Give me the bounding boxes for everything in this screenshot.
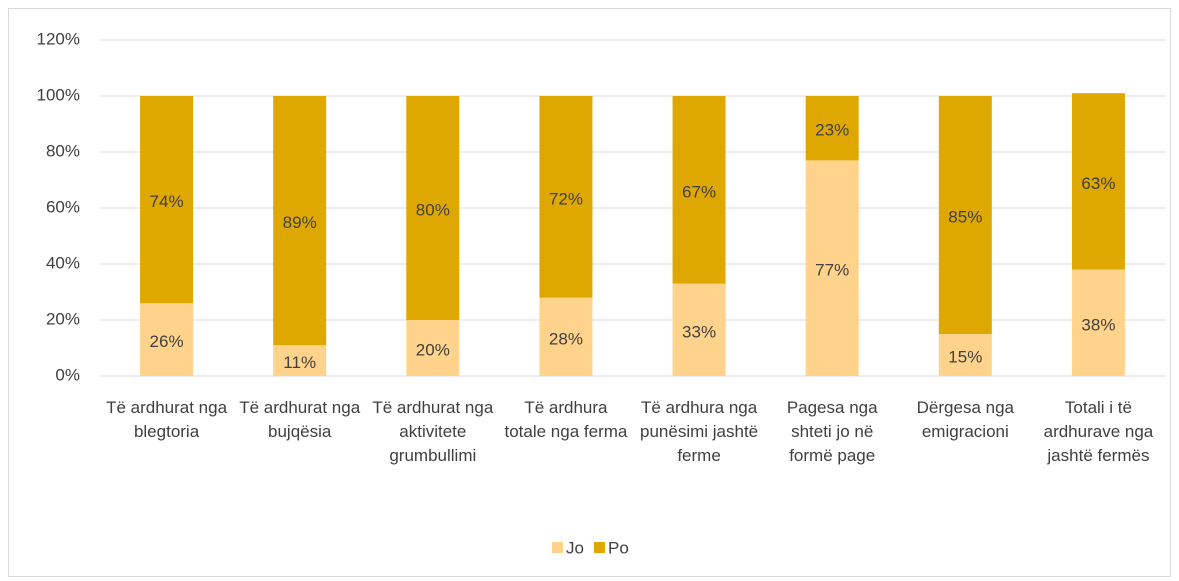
bar-segment (539, 96, 593, 298)
bar-segment (406, 96, 460, 320)
y-tick-label: 60% (46, 197, 80, 216)
data-label: 74% (150, 192, 184, 211)
bar-segment (938, 334, 992, 376)
y-tick-label: 20% (46, 309, 80, 328)
data-label: 72% (549, 189, 583, 208)
data-label: 11% (283, 353, 316, 372)
bar-segment (1071, 269, 1125, 376)
x-tick-label: Të ardhura nga punësimi jashtë ferme (640, 398, 759, 465)
bar-segment (672, 96, 726, 284)
bar-segment (805, 160, 859, 376)
bar-segment (672, 283, 726, 376)
legend-label: Jo (566, 538, 584, 557)
data-label: 26% (150, 332, 184, 351)
data-label: 80% (416, 200, 450, 219)
data-label: 89% (283, 213, 317, 232)
legend-label: Po (608, 538, 629, 557)
x-tick-label: Të ardhurat nga aktivitete grumbullimi (372, 398, 494, 465)
y-tick-label: 80% (46, 141, 80, 160)
data-label: 67% (682, 182, 716, 201)
y-tick-label: 100% (37, 85, 80, 104)
y-tick-label: 120% (37, 29, 80, 48)
bar-segment (273, 96, 327, 346)
data-label: 85% (948, 207, 982, 226)
legend-swatch (552, 542, 563, 553)
data-label: 33% (682, 322, 716, 341)
x-tick-label: Të ardhura totale nga ferma (504, 398, 628, 441)
legend-swatch (594, 542, 605, 553)
data-label: 63% (1081, 174, 1115, 193)
data-label: 15% (948, 347, 982, 366)
x-tick-label: Totali i të ardhurave nga jashtë fermës (1043, 398, 1154, 465)
data-label: 38% (1081, 315, 1115, 334)
bar-segment (406, 320, 460, 376)
x-tick-label: Pagesa nga shteti jo në formë page (786, 398, 878, 465)
x-tick-label: Të ardhurat nga bujqësia (239, 398, 361, 441)
bar-segment (1071, 93, 1125, 270)
y-tick-label: 40% (46, 253, 80, 272)
bar-segment (805, 96, 859, 161)
bar-segment (938, 96, 992, 334)
data-label: 77% (815, 261, 849, 280)
bar-segment (539, 297, 593, 376)
data-label: 28% (549, 329, 583, 348)
x-tick-label: Të ardhurat nga blegtoria (106, 398, 228, 441)
data-label: 20% (416, 340, 450, 359)
bar-segment (273, 345, 327, 376)
x-tick-label: Dërgesa nga emigracioni (916, 398, 1014, 441)
data-label: 23% (815, 121, 849, 140)
y-tick-label: 0% (55, 365, 80, 384)
bar-segment (140, 96, 194, 304)
bar-segment (140, 303, 194, 376)
